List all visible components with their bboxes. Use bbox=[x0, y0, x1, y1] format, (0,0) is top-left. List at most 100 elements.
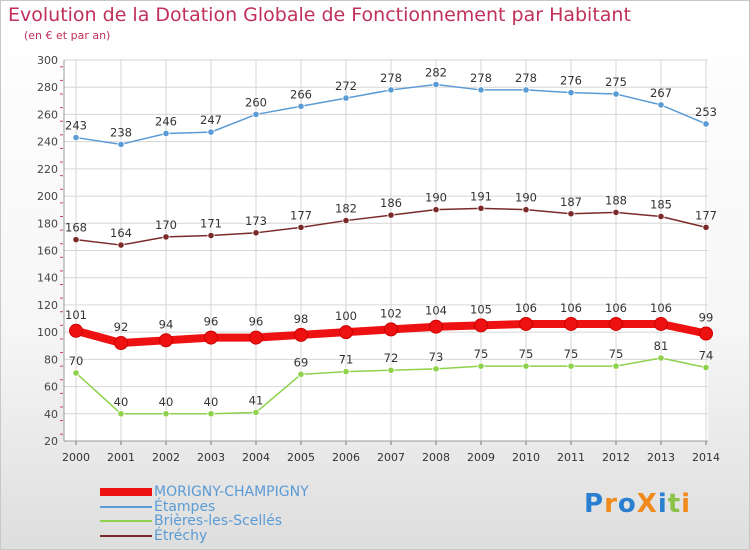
data-point bbox=[384, 322, 398, 337]
data-point bbox=[297, 223, 305, 231]
legend-swatch bbox=[100, 534, 152, 537]
data-point bbox=[432, 80, 440, 89]
data-label: 247 bbox=[200, 113, 222, 127]
x-tick-label: 2006 bbox=[332, 451, 360, 464]
data-label: 190 bbox=[425, 191, 447, 205]
x-tick-label: 2009 bbox=[467, 451, 495, 464]
data-label: 278 bbox=[380, 71, 402, 85]
data-point bbox=[297, 102, 305, 110]
data-point bbox=[657, 212, 665, 221]
data-point bbox=[117, 140, 125, 148]
x-tick-label: 2004 bbox=[242, 451, 270, 464]
data-point bbox=[339, 325, 353, 340]
data-point bbox=[204, 330, 218, 345]
data-point bbox=[159, 333, 173, 348]
x-tick-label: 2005 bbox=[287, 451, 315, 464]
x-tick-label: 2010 bbox=[512, 451, 540, 464]
x-tick-label: 2002 bbox=[152, 451, 180, 464]
data-point bbox=[387, 86, 395, 94]
y-tick-label: 180 bbox=[37, 217, 58, 230]
data-point bbox=[612, 90, 620, 98]
x-tick-label: 2013 bbox=[647, 451, 675, 464]
data-label: 106 bbox=[605, 301, 627, 315]
data-label: 106 bbox=[515, 301, 537, 315]
logo-letter: i bbox=[657, 489, 668, 519]
data-point bbox=[474, 318, 488, 333]
data-point bbox=[252, 408, 260, 417]
data-label: 260 bbox=[245, 95, 267, 109]
data-label: 105 bbox=[470, 302, 492, 316]
data-label: 170 bbox=[155, 218, 177, 232]
data-point bbox=[699, 326, 713, 341]
data-point bbox=[567, 89, 575, 97]
data-label: 182 bbox=[335, 202, 357, 216]
data-label: 272 bbox=[335, 79, 357, 93]
data-label: 100 bbox=[335, 309, 357, 323]
data-label: 106 bbox=[650, 301, 672, 315]
data-label: 106 bbox=[560, 301, 582, 315]
y-tick-label: 260 bbox=[37, 108, 58, 121]
legend-label: Étampes bbox=[154, 498, 216, 515]
data-point bbox=[612, 208, 620, 216]
data-point bbox=[249, 330, 263, 345]
data-label: 75 bbox=[609, 347, 624, 361]
data-point bbox=[702, 223, 710, 231]
data-point bbox=[69, 323, 83, 338]
data-point bbox=[567, 210, 575, 218]
data-label: 171 bbox=[200, 217, 222, 231]
data-label: 40 bbox=[159, 395, 174, 409]
y-tick-label: 60 bbox=[44, 381, 58, 394]
data-point bbox=[477, 86, 485, 94]
data-point bbox=[207, 410, 215, 418]
data-point bbox=[162, 233, 170, 241]
data-label: 94 bbox=[159, 317, 174, 331]
logo-letter: X bbox=[636, 489, 658, 519]
data-point bbox=[387, 366, 395, 374]
data-point bbox=[654, 316, 668, 331]
data-label: 186 bbox=[380, 196, 402, 210]
y-tick-label: 80 bbox=[44, 353, 58, 366]
data-label: 71 bbox=[339, 353, 354, 367]
y-tick-label: 100 bbox=[37, 326, 58, 339]
data-label: 73 bbox=[429, 350, 444, 364]
data-point bbox=[702, 363, 710, 372]
data-point bbox=[522, 362, 530, 370]
data-label: 92 bbox=[114, 320, 129, 334]
data-label: 164 bbox=[110, 226, 132, 240]
x-tick-label: 2014 bbox=[692, 451, 720, 464]
data-point bbox=[342, 94, 350, 102]
data-label: 102 bbox=[380, 306, 402, 320]
data-label: 173 bbox=[245, 214, 267, 228]
logo-letter: r bbox=[604, 489, 618, 519]
y-tick-label: 300 bbox=[37, 54, 58, 67]
logo-letter: t bbox=[667, 489, 682, 519]
data-label: 190 bbox=[515, 191, 537, 205]
data-label: 275 bbox=[605, 75, 627, 89]
data-point bbox=[342, 216, 350, 225]
data-point bbox=[252, 229, 260, 237]
data-point bbox=[72, 369, 80, 377]
data-label: 75 bbox=[564, 347, 579, 361]
data-label: 99 bbox=[699, 311, 714, 325]
data-label: 74 bbox=[699, 349, 714, 363]
logo-letter: i bbox=[681, 489, 692, 519]
data-label: 278 bbox=[470, 71, 492, 85]
data-label: 278 bbox=[515, 71, 537, 85]
data-label: 98 bbox=[294, 312, 309, 326]
data-point bbox=[294, 327, 308, 342]
y-tick-label: 140 bbox=[37, 272, 58, 285]
data-point bbox=[114, 336, 128, 351]
x-tick-label: 2000 bbox=[62, 451, 90, 464]
data-point bbox=[342, 368, 350, 376]
legend-label: MORIGNY-CHAMPIGNY bbox=[154, 484, 309, 500]
data-point bbox=[297, 370, 305, 378]
logo-letter: P bbox=[584, 489, 605, 519]
data-label: 191 bbox=[470, 189, 492, 203]
x-tick-label: 2011 bbox=[557, 451, 585, 464]
legend-label: Étréchy bbox=[154, 527, 208, 544]
y-tick-label: 220 bbox=[37, 163, 58, 176]
x-tick-label: 2012 bbox=[602, 451, 630, 464]
legend-swatch bbox=[100, 520, 152, 522]
data-point bbox=[657, 354, 665, 362]
